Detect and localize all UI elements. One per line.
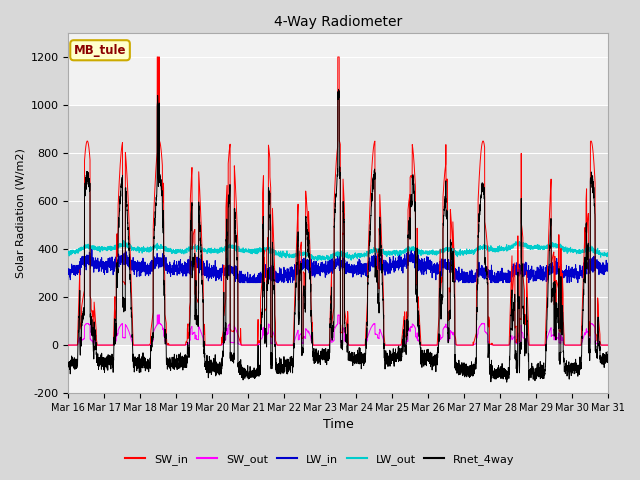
X-axis label: Time: Time	[323, 419, 354, 432]
Bar	[68, 105, 608, 345]
Text: MB_tule: MB_tule	[74, 44, 126, 57]
Legend: SW_in, SW_out, LW_in, LW_out, Rnet_4way: SW_in, SW_out, LW_in, LW_out, Rnet_4way	[121, 450, 519, 469]
Title: 4-Way Radiometer: 4-Way Radiometer	[274, 15, 403, 29]
Y-axis label: Solar Radiation (W/m2): Solar Radiation (W/m2)	[15, 148, 25, 278]
